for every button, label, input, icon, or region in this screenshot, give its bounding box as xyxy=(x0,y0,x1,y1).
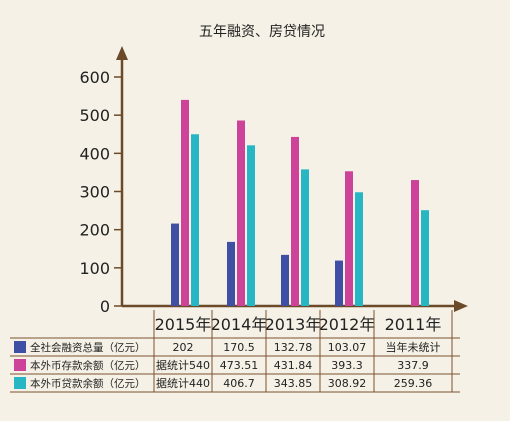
bar xyxy=(411,180,419,306)
x-tick-label: 2011年 xyxy=(385,315,442,334)
table-cell: 170.5 xyxy=(223,341,255,354)
x-tick-label: 2012年 xyxy=(319,315,376,334)
table-cell: 393.3 xyxy=(331,359,363,372)
table-cell: 202 xyxy=(173,341,194,354)
table-cell: 103.07 xyxy=(328,341,367,354)
table-cell: 406.7 xyxy=(223,377,255,390)
y-tick-label: 200 xyxy=(79,221,110,240)
bar xyxy=(237,120,245,306)
y-tick-label: 600 xyxy=(79,68,110,87)
bar xyxy=(281,254,289,306)
table-cell: 343.85 xyxy=(274,377,313,390)
bar xyxy=(227,241,235,306)
x-tick-label: 2014年 xyxy=(211,315,268,334)
bar xyxy=(421,210,429,306)
legend-label: 本外币贷款余额（亿元） xyxy=(30,377,146,390)
bar xyxy=(345,171,353,306)
axis-layer: 0 100 200 300 400 500 600 xyxy=(79,46,468,316)
table-cell: 431.84 xyxy=(274,359,313,372)
table-cell: 308.92 xyxy=(328,377,367,390)
x-tick-label: 2013年 xyxy=(265,315,322,334)
legend-swatch xyxy=(14,341,26,353)
table-cell: 当年未统计 xyxy=(386,340,441,354)
table-cell: 132.78 xyxy=(274,341,313,354)
x-axis-arrow xyxy=(454,300,468,312)
y-axis-arrow xyxy=(116,46,128,60)
table-cell: 473.51 xyxy=(220,359,259,372)
bar xyxy=(191,134,199,306)
bar xyxy=(247,145,255,306)
bar xyxy=(171,223,179,306)
table-cell: 据统计540 xyxy=(156,358,210,372)
x-tick-label: 2015年 xyxy=(155,315,212,334)
legend-label: 本外币存款余额（亿元） xyxy=(30,359,146,372)
table-cell: 337.9 xyxy=(397,359,429,372)
table-cell: 259.36 xyxy=(394,377,433,390)
legend-label: 全社会融资总量（亿元） xyxy=(30,341,146,354)
y-tick-label: 500 xyxy=(79,106,110,125)
bar xyxy=(335,260,343,306)
y-tick-label: 300 xyxy=(79,183,110,202)
y-tick-label: 100 xyxy=(79,259,110,278)
bar xyxy=(301,169,309,306)
legend-swatch xyxy=(14,377,26,389)
y-tick-label: 0 xyxy=(100,297,110,316)
bars-layer xyxy=(171,99,429,307)
bar xyxy=(291,136,299,306)
table-cell: 据统计440 xyxy=(156,376,210,390)
bar xyxy=(355,192,363,306)
chart-title: 五年融资、房贷情况 xyxy=(199,24,325,40)
bar xyxy=(181,99,189,307)
legend-swatch xyxy=(14,359,26,371)
y-tick-label: 400 xyxy=(79,144,110,163)
